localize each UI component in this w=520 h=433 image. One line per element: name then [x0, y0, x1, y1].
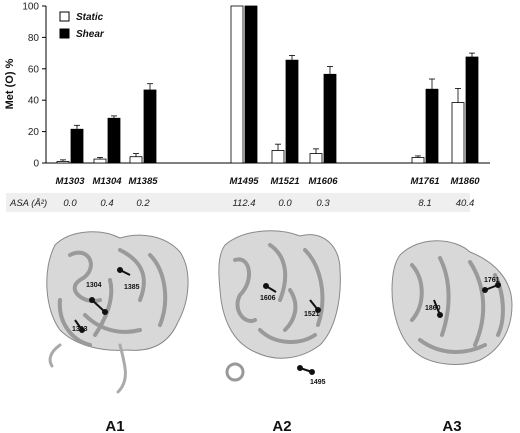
asa-value: 112.4 [232, 198, 255, 209]
legend-label-shear: Shear [76, 29, 105, 40]
residue-1860: 1860 [425, 305, 441, 312]
asa-value: 0.0 [278, 198, 292, 209]
bar-static-m1495 [230, 5, 244, 164]
asa-value: 40.4 [456, 198, 475, 209]
x-tick-label: M1304 [92, 176, 122, 187]
panel-label-a3: A3 [442, 418, 461, 433]
legend-label-static: Static [76, 12, 104, 23]
category-labels: M1303 M1304 M1385 M1495 M1521 M1606 M1761 M1860 [55, 176, 480, 187]
x-tick-label: M1521 [270, 176, 299, 187]
bar-static-m1303 [56, 161, 70, 164]
asa-row: ASA (Å²) 0.0 0.4 0.2 112.4 0.0 0.3 8.1 40.4 [6, 193, 474, 212]
x-tick-label: M1303 [55, 176, 85, 187]
asa-value: 0.0 [63, 198, 77, 209]
asa-band [6, 193, 470, 212]
x-tick-label: M1761 [410, 176, 439, 187]
asa-value: 0.4 [100, 198, 113, 209]
bar-static-m1606 [309, 153, 323, 164]
bars [56, 5, 479, 164]
residue-1304: 1304 [86, 282, 102, 289]
residue-1606: 1606 [260, 295, 276, 302]
bar-static-m1761 [411, 157, 425, 164]
y-ticks: 0 20 40 60 80 100 [22, 2, 46, 170]
x-tick-label: M1385 [128, 176, 158, 187]
residue-1521: 1521 [304, 311, 320, 318]
bar-static-m1385 [129, 156, 143, 164]
bar-shear-m1385 [143, 89, 157, 164]
bar-shear-m1761 [425, 88, 439, 164]
bar-shear-m1860 [465, 56, 479, 164]
asa-value: 0.3 [316, 198, 330, 209]
bar-static-m1304 [93, 158, 107, 164]
y-tick-label: 0 [33, 159, 39, 170]
residue-1495: 1495 [310, 379, 326, 386]
residue-1303: 1303 [72, 326, 88, 333]
bar-shear-m1303 [70, 128, 84, 164]
asa-value: 8.1 [418, 198, 431, 209]
residue-1761: 1761 [484, 277, 500, 284]
y-tick-label: 80 [28, 33, 40, 44]
bar-shear-m1521 [285, 59, 299, 164]
structure-a3: 1761 1860 [391, 240, 513, 365]
bar-static-m1521 [271, 150, 285, 164]
legend-swatch-shear [59, 28, 70, 39]
structure-a2: 1606 1521 1495 [218, 230, 341, 386]
residue-1385: 1385 [124, 284, 140, 291]
x-tick-label: M1495 [229, 176, 259, 187]
bar-static-m1860 [451, 102, 465, 164]
y-tick-label: 20 [28, 127, 40, 138]
panel-label-a2: A2 [272, 418, 291, 433]
bar-shear-m1304 [107, 117, 121, 164]
legend-swatch-static [59, 11, 70, 22]
y-tick-label: 100 [22, 2, 39, 13]
asa-label: ASA (Å²) [9, 198, 47, 209]
bar-shear-m1606 [323, 73, 337, 164]
bar-shear-m1495 [244, 5, 258, 164]
x-tick-label: M1860 [450, 176, 480, 187]
y-tick-label: 60 [28, 64, 40, 75]
legend: Static Shear [59, 11, 105, 40]
x-tick-label: M1606 [308, 176, 338, 187]
panel-label-a1: A1 [105, 418, 124, 433]
y-tick-label: 40 [28, 96, 40, 107]
y-axis-label: Met (O) % [4, 58, 16, 109]
asa-value: 0.2 [136, 198, 150, 209]
structure-a1: 1304 1385 1303 [46, 231, 189, 394]
